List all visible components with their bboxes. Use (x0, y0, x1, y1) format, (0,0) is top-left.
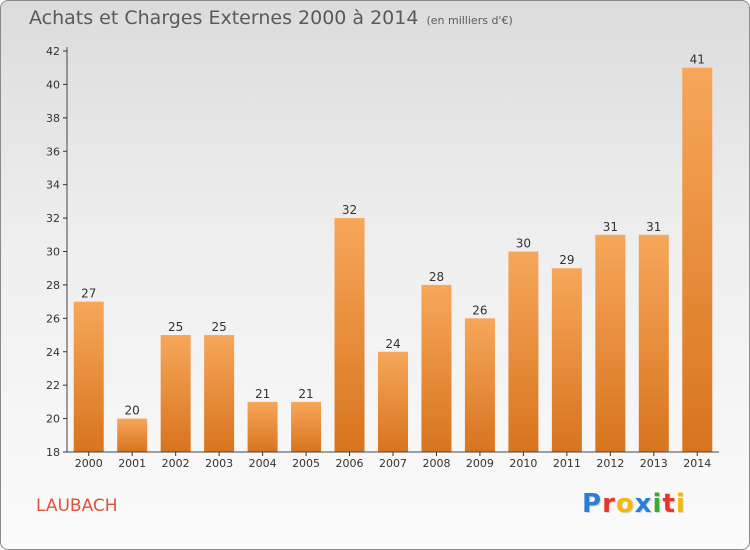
bar-value-label: 21 (298, 387, 313, 401)
bar-value-label: 26 (472, 303, 487, 317)
y-tick-label: 34 (46, 179, 60, 192)
x-tick-label: 2011 (553, 457, 581, 470)
x-tick-label: 2009 (466, 457, 494, 470)
bar (160, 335, 191, 452)
bar (421, 284, 452, 452)
y-tick-label: 36 (46, 145, 60, 158)
x-tick-label: 2004 (249, 457, 277, 470)
bar-value-label: 24 (385, 337, 400, 351)
logo-letter: t (662, 489, 676, 519)
y-tick-label: 20 (46, 413, 60, 426)
x-tick-label: 2010 (509, 457, 537, 470)
town-name: LAUBACH (36, 496, 118, 516)
x-tick-label: 2012 (596, 457, 624, 470)
bar (682, 67, 713, 452)
bar (291, 401, 322, 452)
logo-letter: o (615, 489, 635, 519)
chart-title-block: Achats et Charges Externes 2000 à 2014 (e… (29, 7, 513, 29)
x-tick-label: 2003 (205, 457, 233, 470)
y-tick-label: 30 (46, 246, 60, 259)
bar (464, 318, 495, 452)
x-tick-label: 2014 (683, 457, 711, 470)
y-tick-label: 40 (46, 78, 60, 91)
x-tick-label: 2002 (162, 457, 190, 470)
bar (334, 218, 365, 452)
y-tick-label: 42 (46, 45, 60, 58)
y-tick-label: 38 (46, 112, 60, 125)
bar (204, 335, 235, 452)
x-tick-label: 2008 (422, 457, 450, 470)
y-tick-label: 24 (46, 346, 60, 359)
bar-value-label: 20 (125, 404, 140, 418)
bar-value-label: 29 (559, 253, 574, 267)
proxiti-logo: Proxiti (582, 489, 686, 519)
logo-letter: x (634, 489, 653, 519)
bar (117, 418, 148, 452)
y-tick-label: 32 (46, 212, 60, 225)
bar (638, 234, 669, 452)
y-tick-label: 28 (46, 279, 60, 292)
bar (551, 268, 582, 452)
logo-letter: i (652, 489, 663, 519)
bar-value-label: 32 (342, 203, 357, 217)
bar (508, 251, 539, 452)
x-tick-label: 2013 (640, 457, 668, 470)
bar-value-label: 28 (429, 270, 444, 284)
x-tick-label: 2001 (118, 457, 146, 470)
y-tick-label: 22 (46, 379, 60, 392)
bar-value-label: 30 (516, 237, 531, 251)
y-tick-label: 26 (46, 312, 60, 325)
chart-subtitle: (en milliers d'€) (426, 14, 513, 27)
chart-title: Achats et Charges Externes 2000 à 2014 (29, 7, 419, 29)
x-tick-label: 2006 (336, 457, 364, 470)
bar (73, 301, 104, 452)
x-tick-label: 2005 (292, 457, 320, 470)
bar-value-label: 21 (255, 387, 270, 401)
bar-value-label: 31 (603, 220, 618, 234)
bar (595, 234, 626, 452)
logo-letter: P (582, 489, 603, 519)
bar-value-label: 27 (81, 287, 96, 301)
bar-value-label: 41 (690, 53, 705, 67)
bar (378, 351, 408, 452)
x-tick-label: 2000 (75, 457, 103, 470)
logo-letter: i (675, 489, 686, 519)
bar-value-label: 25 (211, 320, 226, 334)
bar-value-label: 31 (646, 220, 661, 234)
x-tick-label: 2007 (379, 457, 407, 470)
bar (247, 401, 278, 452)
bar-value-label: 25 (168, 320, 183, 334)
y-tick-label: 18 (46, 446, 60, 459)
logo-letter: r (602, 489, 616, 519)
